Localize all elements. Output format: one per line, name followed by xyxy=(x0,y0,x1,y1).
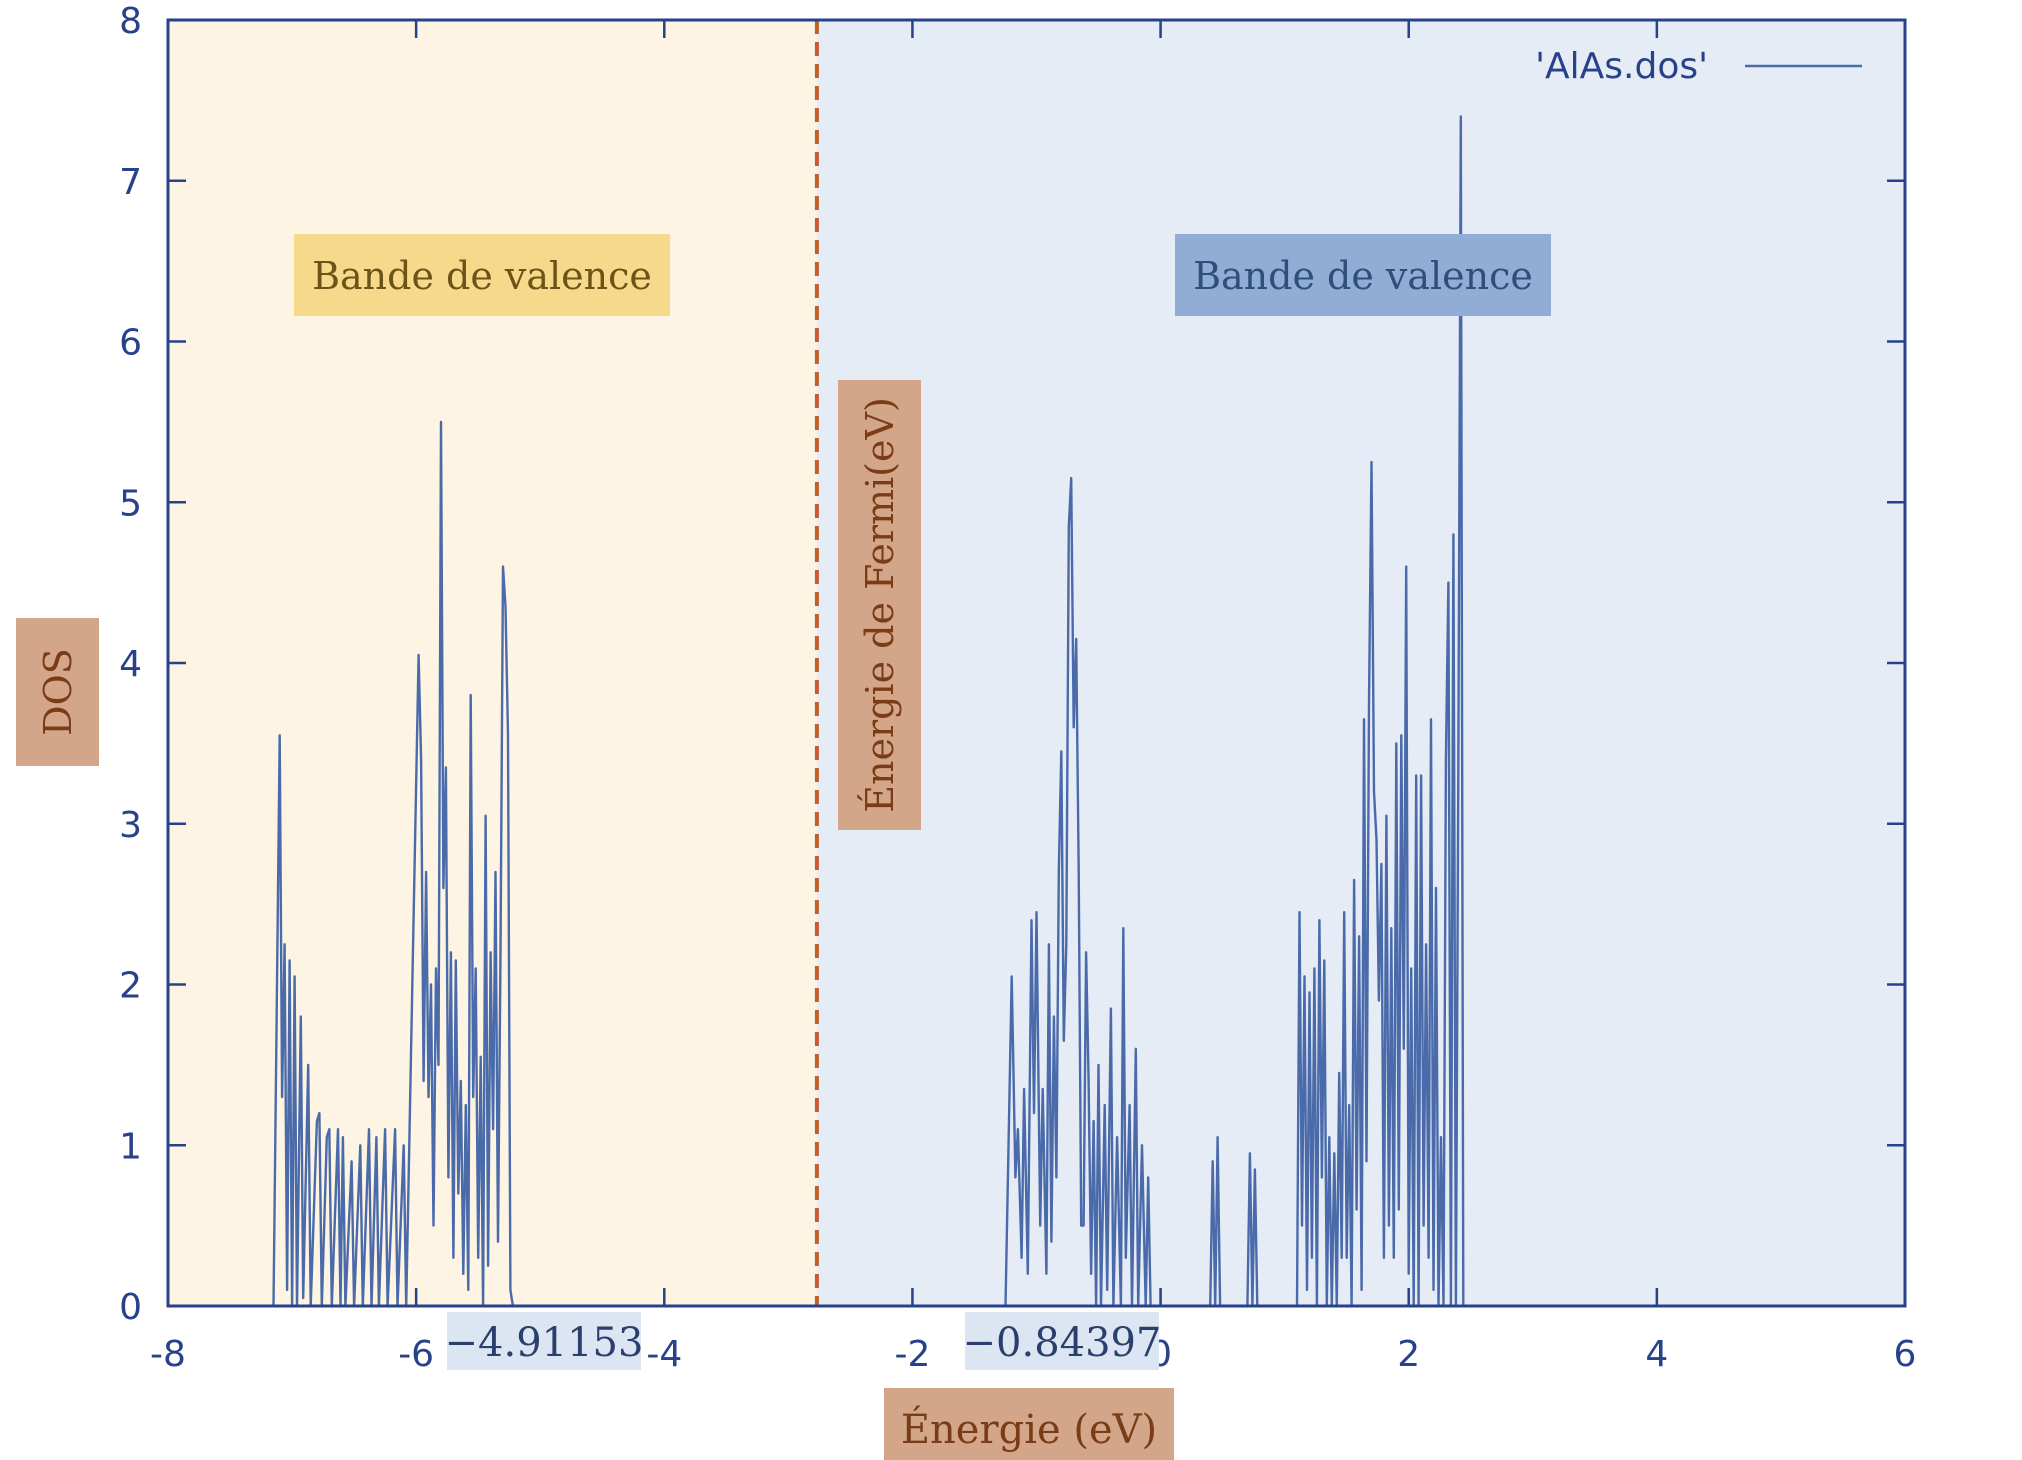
x-tick-label: -4 xyxy=(646,1334,682,1375)
y-tick-label: 5 xyxy=(119,483,142,524)
y-tick-label: 4 xyxy=(119,644,142,685)
x-tick-label: 6 xyxy=(1894,1334,1917,1375)
value-annotation-box xyxy=(965,1312,1159,1370)
region-label-right: Bande de valence xyxy=(1193,254,1533,298)
y-tick-label: 2 xyxy=(119,966,142,1007)
y-axis-label-box xyxy=(16,618,99,766)
fermi-label-box xyxy=(838,380,921,830)
y-axis-label: DOS xyxy=(36,648,80,736)
value-annotation-box xyxy=(447,1312,641,1370)
legend-label: 'AlAs.dos' xyxy=(1535,46,1708,87)
dos-series-line xyxy=(272,115,1465,1308)
x-axis-label-box xyxy=(884,1388,1174,1460)
y-tick-label: 8 xyxy=(119,1,142,42)
y-tick-label: 0 xyxy=(119,1287,142,1328)
x-tick-label: 2 xyxy=(1397,1334,1420,1375)
value-annotation: −0.84397 xyxy=(963,1320,1162,1366)
fermi-level-label: Énergie de Fermi(eV) xyxy=(858,397,902,813)
x-tick-label: -2 xyxy=(894,1334,930,1375)
x-axis-label: Énergie (eV) xyxy=(901,1406,1157,1453)
y-tick-label: 6 xyxy=(119,323,142,364)
x-tick-label: -8 xyxy=(150,1334,186,1375)
y-tick-label: 3 xyxy=(119,805,142,846)
y-tick-label: 7 xyxy=(119,162,142,203)
x-tick-label: 4 xyxy=(1645,1334,1668,1375)
value-annotation: −4.91153 xyxy=(445,1320,644,1366)
y-tick-label: 1 xyxy=(119,1126,142,1167)
x-tick-label: -6 xyxy=(398,1334,434,1375)
region-label-box xyxy=(1175,234,1551,316)
region-label-left: Bande de valence xyxy=(312,254,652,298)
region-label-box xyxy=(294,234,670,316)
